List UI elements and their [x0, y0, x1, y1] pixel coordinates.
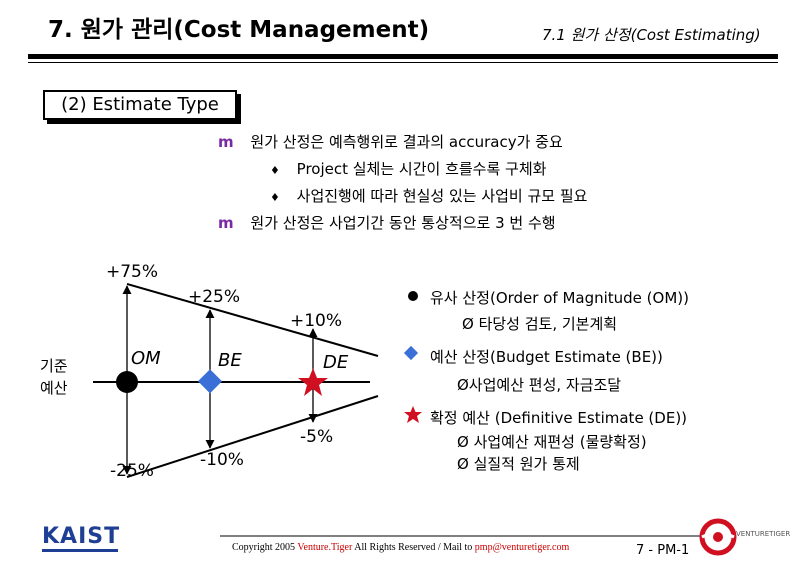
footer-copyright: Copyright 2005 Venture.Tiger All Rights …	[232, 542, 569, 553]
copyright-brand: Venture.Tiger	[297, 542, 353, 553]
be-diamond-icon	[197, 369, 223, 394]
diamond-bullet-icon: ♦	[270, 191, 280, 204]
header-rule-thin	[28, 62, 778, 63]
legend-de-detail: Ø 사업예산 재편성 (물량확정)	[457, 433, 647, 451]
legend-om-detail: Ø 타당성 검토, 기본계획	[462, 315, 618, 333]
de-star-icon	[298, 368, 328, 396]
bullet-text: Project 실체는 시간이 흐를수록 구체화	[296, 160, 547, 178]
page-number: 7 - PM-1	[636, 543, 690, 558]
kaist-logo: KAIST	[42, 524, 121, 549]
diamond-bullet-icon: ♦	[270, 164, 280, 177]
bullet-line-3: ♦ 사업진행에 따라 현실성 있는 사업비 규모 필요	[270, 185, 587, 206]
copyright-email-link[interactable]: pmp@venturetiger.com	[474, 542, 570, 553]
om-upper-percent: +75%	[106, 262, 159, 282]
om-circle-icon	[116, 371, 138, 393]
page-title: 7. 원가 관리(Cost Management)	[48, 17, 430, 43]
legend-om-title: 유사 산정(Order of Magnitude (OM))	[430, 289, 689, 307]
be-label: BE	[218, 350, 242, 371]
baseline-label-line-2: 예산	[40, 379, 68, 397]
baseline-label-line-1: 기준	[40, 357, 68, 375]
bullet-line-1: m 원가 산정은 예측행위로 결과의 accuracy가 중요	[218, 131, 563, 152]
de-lower-percent: -5%	[300, 427, 334, 447]
header-rule-thick	[28, 54, 778, 59]
be-upper-percent: +25%	[188, 287, 241, 307]
bullet-text: 사업진행에 따라 현실성 있는 사업비 규모 필요	[296, 187, 588, 205]
copyright-prefix: Copyright 2005	[232, 542, 298, 553]
funnel-upper-edge	[126, 283, 379, 357]
funnel-lower-edge	[126, 395, 379, 478]
venturetiger-logo-icon	[699, 518, 737, 556]
venturetiger-logo-text: VENTURETIGER	[736, 530, 791, 538]
section-heading: (2) Estimate Type	[43, 90, 237, 120]
bullet-marker-icon: m	[218, 214, 234, 232]
om-label: OM	[131, 348, 161, 369]
bullet-line-4: m 원가 산정은 사업기간 동안 통상적으로 3 번 수행	[218, 212, 556, 233]
legend-be-diamond-icon	[403, 345, 419, 361]
de-upper-percent: +10%	[290, 311, 343, 331]
bullet-line-2: ♦ Project 실체는 시간이 흐를수록 구체화	[270, 158, 546, 179]
de-label: DE	[323, 352, 349, 373]
legend-de-detail-2: Ø 실질적 원가 통제	[457, 455, 580, 473]
legend-de-title: 확정 예산 (Definitive Estimate (DE))	[430, 409, 688, 427]
om-lower-percent: -25%	[110, 461, 154, 481]
legend-om-circle-icon	[408, 291, 418, 301]
legend-be-detail: Ø사업예산 편성, 자금조달	[457, 376, 622, 394]
bullet-text: 원가 산정은 예측행위로 결과의 accuracy가 중요	[250, 133, 563, 151]
copyright-mid: All Rights Reserved / Mail to	[352, 542, 475, 553]
bullet-marker-icon: m	[218, 133, 234, 151]
legend-be-title: 예산 산정(Budget Estimate (BE))	[430, 348, 663, 366]
legend-de-star-icon	[404, 406, 422, 423]
be-lower-percent: -10%	[200, 450, 244, 470]
bullet-text: 원가 산정은 사업기간 동안 통상적으로 3 번 수행	[250, 214, 556, 232]
kaist-logo-underline	[42, 549, 118, 552]
page-subtitle: 7.1 원가 산정(Cost Estimating)	[542, 26, 761, 44]
